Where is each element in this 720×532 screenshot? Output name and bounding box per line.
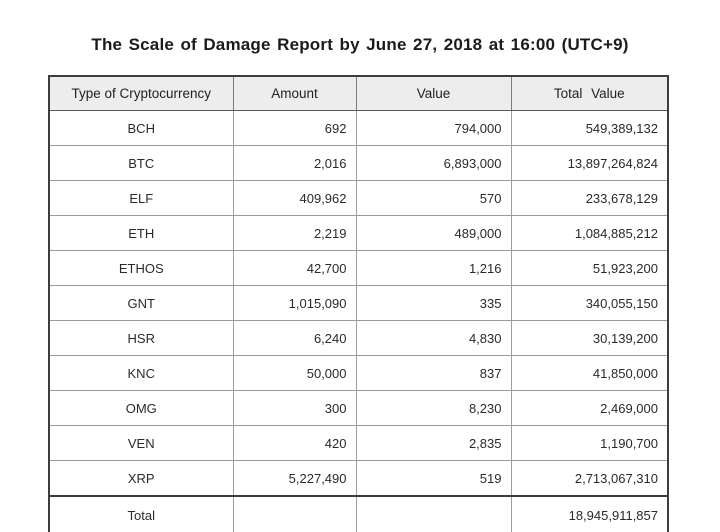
total-value-cell: 30,139,200 — [510, 320, 669, 356]
table-body: BCH 692 794,000 549,389,132 BTC 2,016 6,… — [48, 110, 669, 532]
total-label-cell: Total — [48, 495, 234, 532]
table-row-knc: KNC 50,000 837 41,850,000 — [48, 355, 669, 391]
column-header-type: Type of Cryptocurrency — [48, 75, 234, 111]
page-title: The Scale of Damage Report by June 27, 2… — [91, 35, 629, 54]
crypto-type-cell: XRP — [48, 460, 234, 497]
total-value-cell: 13,897,264,824 — [510, 145, 669, 181]
crypto-type-cell: VEN — [48, 425, 234, 461]
column-header-total-value: Total Value — [510, 75, 669, 111]
total-value-cell: 233,678,129 — [510, 180, 669, 216]
total-row: Total 18,945,911,857 — [48, 495, 669, 532]
table-row-omg: OMG 300 8,230 2,469,000 — [48, 390, 669, 426]
amount-cell: 2,219 — [232, 215, 357, 251]
total-value-cell: 51,923,200 — [510, 250, 669, 286]
value-cell: 4,830 — [355, 320, 512, 356]
table-row-bch: BCH 692 794,000 549,389,132 — [48, 110, 669, 146]
value-cell: 570 — [355, 180, 512, 216]
crypto-type-cell: BTC — [48, 145, 234, 181]
crypto-type-cell: BCH — [48, 110, 234, 146]
value-cell: 837 — [355, 355, 512, 391]
value-cell: 794,000 — [355, 110, 512, 146]
table-row-ethos: ETHOS 42,700 1,216 51,923,200 — [48, 250, 669, 286]
amount-cell: 300 — [232, 390, 357, 426]
column-header-value: Value — [355, 75, 512, 111]
amount-cell: 5,227,490 — [232, 460, 357, 497]
value-cell: 1,216 — [355, 250, 512, 286]
total-amount-empty-cell — [232, 495, 357, 532]
amount-cell: 1,015,090 — [232, 285, 357, 321]
amount-cell: 50,000 — [232, 355, 357, 391]
value-cell: 2,835 — [355, 425, 512, 461]
value-cell: 8,230 — [355, 390, 512, 426]
amount-cell: 42,700 — [232, 250, 357, 286]
crypto-type-cell: ETH — [48, 215, 234, 251]
table-row-eth: ETH 2,219 489,000 1,084,885,212 — [48, 215, 669, 251]
amount-cell: 420 — [232, 425, 357, 461]
damage-report-table: Type of Cryptocurrency Amount Value Tota… — [48, 75, 669, 532]
crypto-type-cell: ELF — [48, 180, 234, 216]
table-row-hsr: HSR 6,240 4,830 30,139,200 — [48, 320, 669, 356]
crypto-type-cell: OMG — [48, 390, 234, 426]
value-cell: 335 — [355, 285, 512, 321]
grand-total-cell: 18,945,911,857 — [510, 495, 669, 532]
amount-cell: 6,240 — [232, 320, 357, 356]
crypto-type-cell: GNT — [48, 285, 234, 321]
total-value-cell: 549,389,132 — [510, 110, 669, 146]
table-row-xrp: XRP 5,227,490 519 2,713,067,310 — [48, 460, 669, 497]
total-value-cell: 1,190,700 — [510, 425, 669, 461]
total-value-cell: 2,469,000 — [510, 390, 669, 426]
value-cell: 519 — [355, 460, 512, 497]
value-cell: 489,000 — [355, 215, 512, 251]
header-row: Type of Cryptocurrency Amount Value Tota… — [48, 75, 669, 111]
total-value-cell: 41,850,000 — [510, 355, 669, 391]
total-value-cell: 2,713,067,310 — [510, 460, 669, 497]
total-value-cell: 1,084,885,212 — [510, 215, 669, 251]
table-row-elf: ELF 409,962 570 233,678,129 — [48, 180, 669, 216]
total-value-cell: 340,055,150 — [510, 285, 669, 321]
column-header-amount: Amount — [232, 75, 357, 111]
table-row-btc: BTC 2,016 6,893,000 13,897,264,824 — [48, 145, 669, 181]
amount-cell: 2,016 — [232, 145, 357, 181]
crypto-type-cell: KNC — [48, 355, 234, 391]
table-row-ven: VEN 420 2,835 1,190,700 — [48, 425, 669, 461]
amount-cell: 692 — [232, 110, 357, 146]
crypto-type-cell: HSR — [48, 320, 234, 356]
total-value-empty-cell — [355, 495, 512, 532]
amount-cell: 409,962 — [232, 180, 357, 216]
crypto-type-cell: ETHOS — [48, 250, 234, 286]
table-row-gnt: GNT 1,015,090 335 340,055,150 — [48, 285, 669, 321]
table-header: Type of Cryptocurrency Amount Value Tota… — [48, 75, 669, 111]
value-cell: 6,893,000 — [355, 145, 512, 181]
